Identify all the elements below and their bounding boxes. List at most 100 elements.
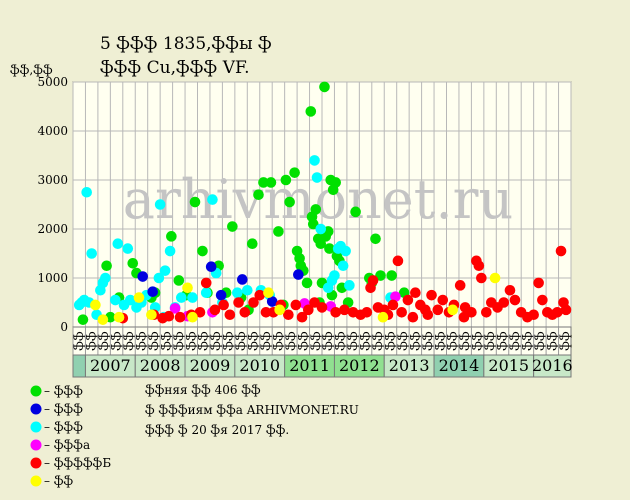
x-column-label: ֆֆ (296, 331, 310, 351)
data-point (390, 291, 401, 302)
data-point (263, 287, 274, 299)
x-column-label: ֆֆ (159, 331, 173, 351)
data-point (339, 304, 350, 316)
x-column-label: ֆֆ (271, 331, 285, 351)
data-point (361, 307, 373, 318)
legend-label: – ֆֆֆֆֆБ (44, 456, 111, 470)
x-column-label: ֆֆ (147, 331, 161, 351)
data-point (239, 307, 251, 318)
data-point (447, 304, 459, 316)
data-point (280, 174, 292, 186)
data-point (367, 275, 379, 286)
year-cell (533, 354, 572, 378)
legend-label: – ֆֆֆ (44, 420, 83, 434)
data-point (100, 272, 111, 284)
year-label: 2013 (389, 356, 430, 375)
x-column-label: ֆֆ (222, 331, 236, 351)
x-column-label: ֆֆ (110, 331, 124, 351)
year-label: 2008 (140, 356, 181, 375)
data-point (350, 206, 361, 218)
y-tick-label: 3000 (37, 173, 68, 187)
x-column-label: ֆֆ (508, 331, 522, 351)
x-column-label: ֆֆ (433, 331, 447, 351)
legend-marker (30, 403, 42, 415)
data-point (283, 309, 294, 321)
data-point (182, 282, 193, 294)
x-column-label: ֆֆ (85, 331, 99, 351)
legend: – ֆֆֆ – ֆֆֆ – ֆֆֆ – ֆֆֆа – ֆֆֆֆֆБ – ֆֆ (30, 384, 111, 488)
data-point (110, 294, 121, 306)
note-line: ֆֆняя ֆֆ 406 ֆֆ (145, 383, 261, 397)
data-point (274, 304, 285, 316)
x-column-label: ֆֆ (234, 331, 248, 351)
data-point (552, 307, 563, 318)
note-line: ֆֆֆ ֆ 20 ֆя 2017 ֆֆ. (145, 423, 289, 437)
x-column-label: ֆֆ (209, 331, 223, 351)
data-point (330, 307, 341, 318)
data-point (528, 309, 539, 321)
year-label: 2016 (532, 356, 573, 375)
x-column-label: ֆֆ (371, 331, 385, 351)
year-label: 2015 (488, 356, 529, 375)
data-point (205, 261, 217, 273)
x-column-label: ֆֆ (421, 331, 435, 351)
x-column-label: ֆֆ (247, 331, 261, 351)
data-point (169, 303, 181, 314)
data-point (509, 294, 521, 306)
data-point (137, 271, 149, 282)
data-point (163, 310, 175, 322)
x-column-label: ֆֆ (471, 331, 485, 351)
x-column-label: ֆֆ (496, 331, 510, 351)
x-column-label: ֆֆ (396, 331, 410, 351)
data-point (86, 248, 97, 259)
data-point (315, 223, 327, 235)
y-tick-label: 5000 (37, 75, 68, 89)
data-point (555, 245, 567, 257)
data-point (200, 287, 212, 299)
data-point (498, 297, 510, 308)
x-column-label: ֆֆ (197, 331, 211, 351)
x-column-label: ֆֆ (172, 331, 186, 351)
data-point (187, 292, 198, 303)
x-column-label: ֆֆ (346, 331, 360, 351)
data-point (127, 258, 139, 269)
data-point (232, 287, 243, 299)
legend-label: – ֆֆֆ (44, 384, 83, 398)
legend-marker (30, 421, 42, 433)
data-point (253, 189, 264, 200)
data-point (301, 277, 313, 289)
y-tick-label: 0 (60, 320, 68, 334)
x-column-label: ֆֆ (483, 331, 497, 351)
data-point (303, 304, 314, 316)
data-point (131, 302, 142, 313)
data-point (189, 196, 201, 208)
year-label: 2010 (239, 356, 280, 375)
legend-label: – ֆֆ (44, 474, 74, 488)
data-point (422, 309, 434, 321)
data-point (207, 194, 218, 205)
data-point (560, 304, 572, 316)
data-point (473, 260, 485, 272)
data-point (290, 299, 302, 311)
data-point (324, 243, 335, 254)
data-point (289, 167, 300, 178)
legend-marker (30, 385, 42, 397)
x-column-label: ֆֆ (122, 331, 136, 351)
data-point (337, 260, 349, 272)
data-point (248, 297, 259, 308)
data-point (101, 260, 112, 272)
data-point (330, 177, 341, 188)
y-tick-labels: 0 1000 2000 3000 4000 5000 (37, 75, 68, 334)
x-column-label: ֆֆ (284, 331, 298, 351)
data-point (370, 233, 381, 245)
data-point (227, 221, 238, 232)
x-column-label: ֆֆ (97, 331, 111, 351)
data-point (386, 270, 398, 281)
data-point (296, 311, 308, 323)
data-point (81, 186, 92, 198)
x-column-label: ֆֆ (520, 331, 534, 351)
data-point (426, 289, 437, 301)
data-point (504, 284, 516, 296)
data-point (432, 304, 444, 316)
